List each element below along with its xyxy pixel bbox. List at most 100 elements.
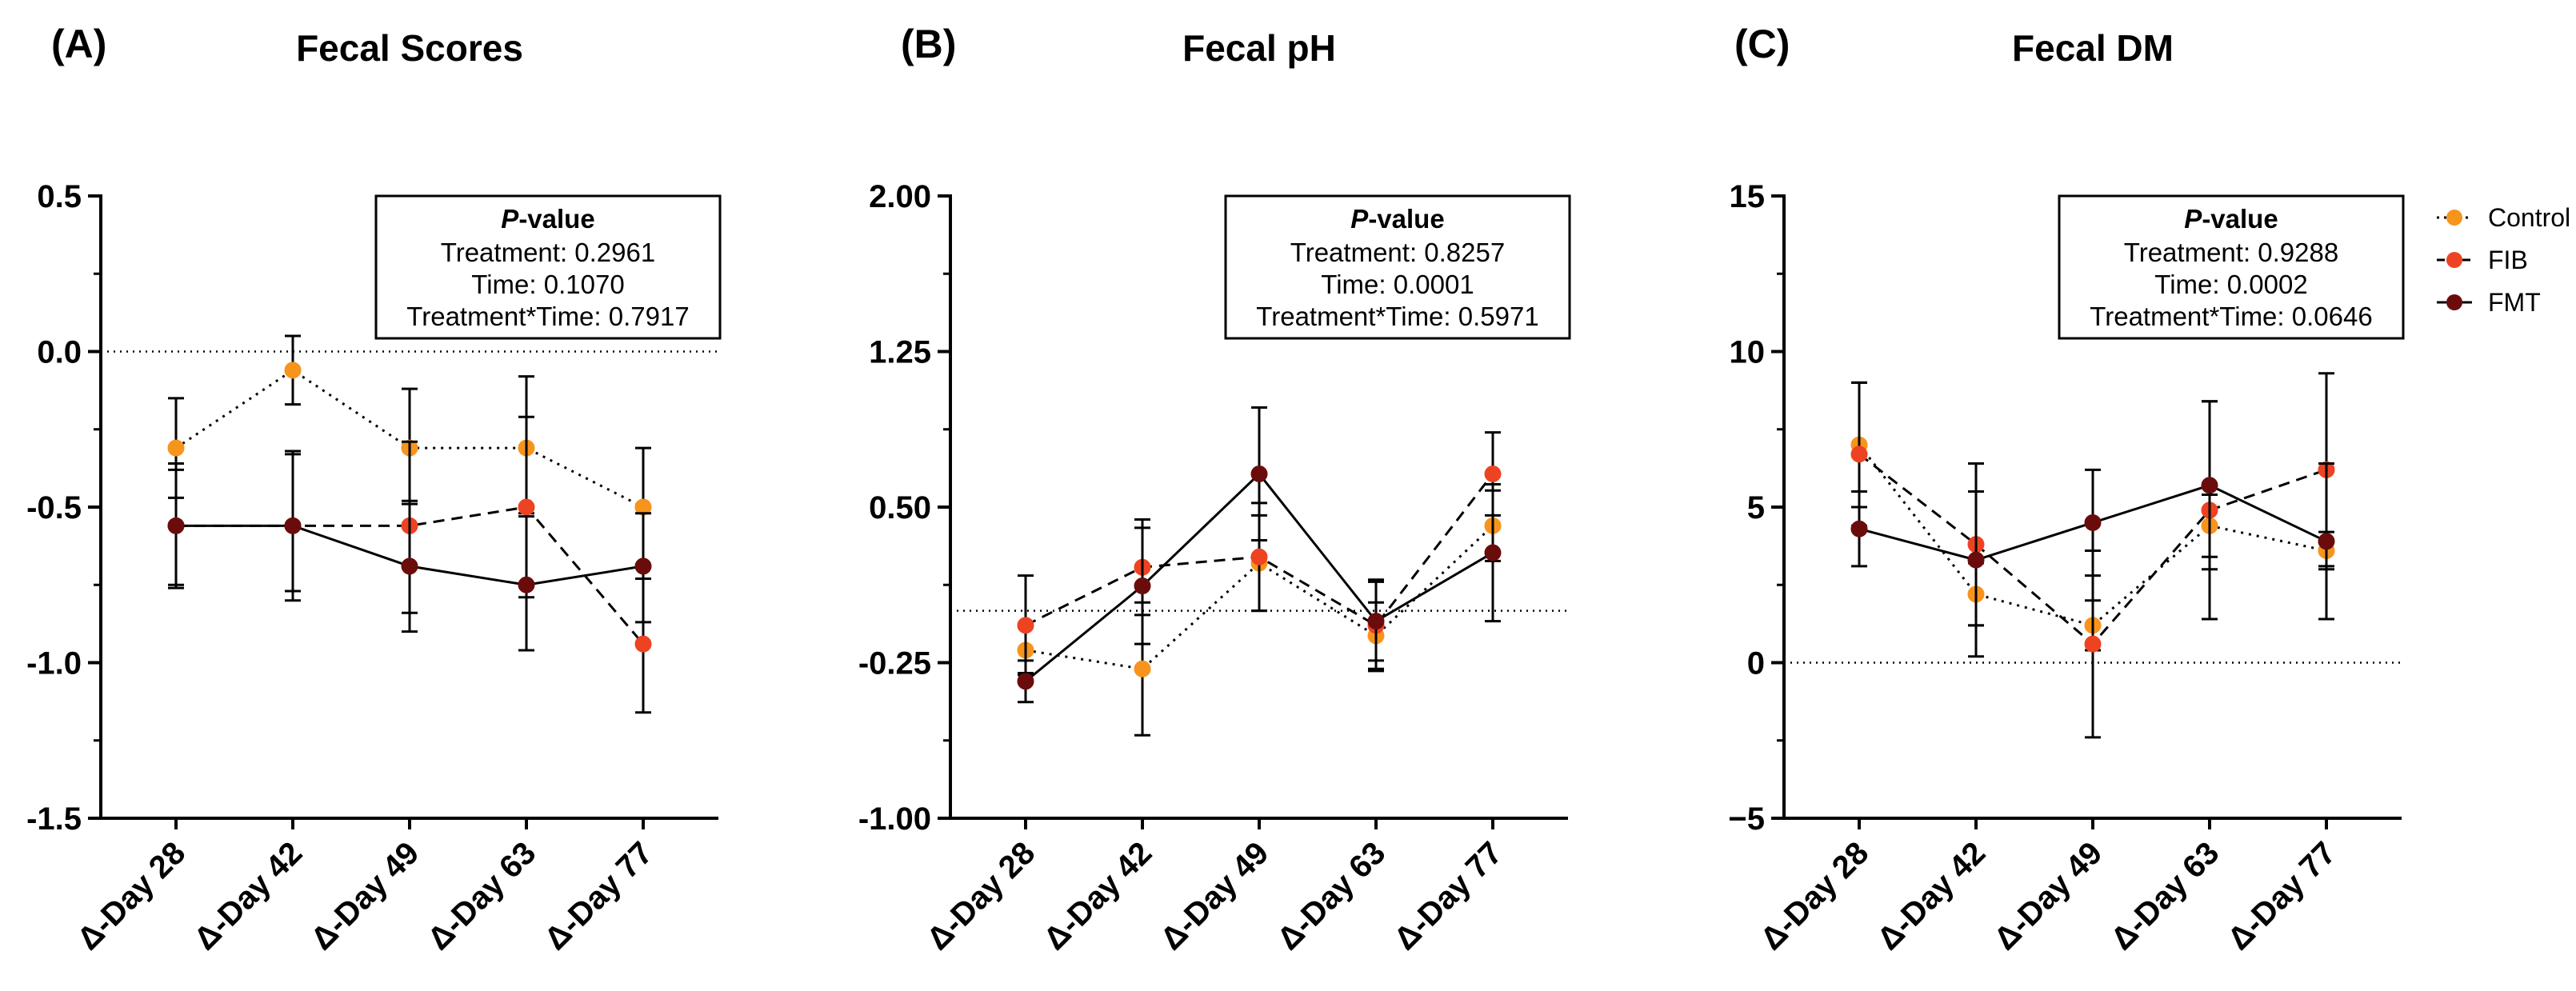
y-tick-label: 2.00 [869,179,931,214]
data-point [1967,551,1985,569]
pvalue-heading: P-value [2184,204,2278,234]
x-tick-label: Δ-Day 49 [304,835,426,957]
legend: Control FIB FMT [2437,203,2570,317]
y-tick-label: 0.5 [37,179,82,214]
y-tick-label: 15 [1730,179,1766,214]
panel-title: Fecal pH [1182,27,1336,69]
data-point [1850,446,1868,463]
data-point [1484,544,1502,561]
legend-label: Control [2488,203,2570,232]
x-tick-label: Δ-Day 28 [70,835,192,957]
x-tick-label: Δ-Day 42 [187,835,309,957]
data-point [1850,520,1868,537]
y-tick-label: −5 [1728,801,1765,837]
pvalue-box: P-value Treatment: 0.2961 Time: 0.1070 Trea… [374,194,722,340]
legend-marker [2446,294,2462,310]
pvalue-line: Time: 0.0002 [2154,270,2307,299]
legend-item-fib: FIB [2437,246,2528,274]
data-point [1134,660,1151,677]
x-tick-label: Δ-Day 77 [1387,835,1509,957]
data-point [518,576,535,593]
data-point [518,498,535,516]
data-point [2318,533,2335,550]
y-tick-label: 0.0 [37,335,82,370]
data-point [401,557,418,575]
pvalue-box-border [1224,194,1571,340]
pvalue-line: Treatment: 0.9288 [2124,238,2338,267]
series-fmt [1017,406,1502,704]
y-tick-label: 0.50 [869,490,931,525]
data-point [1484,466,1502,483]
x-tick-label: Δ-Day 42 [1870,835,1992,957]
pvalue-heading-rest: -value [2202,204,2278,234]
pvalue-heading: P-value [1350,204,1444,234]
y-tick-label: -1.5 [26,801,82,837]
pvalue-box: P-value Treatment: 0.8257 Time: 0.0001 Trea… [1224,194,1571,340]
y-tick-label: 5 [1747,490,1765,525]
panel-letter: (A) [51,22,106,66]
y-tick-label: 1.25 [869,335,931,370]
data-point [634,557,652,575]
legend-item-control: Control [2437,203,2570,232]
y-tick-label: -1.00 [858,801,931,837]
pvalue-line: Time: 0.0001 [1321,270,1474,299]
data-point [1250,466,1268,483]
pvalue-heading-italic: P [501,204,519,234]
y-tick-label: 10 [1730,335,1766,370]
pvalue-box-border [2058,194,2405,340]
x-tick-label: Δ-Day 77 [538,835,659,957]
pvalue-line: Treatment: 0.8257 [1290,238,1505,267]
legend-label: FMT [2488,288,2541,317]
data-point [2201,477,2218,494]
y-tick-label: -1.0 [26,646,82,681]
legend-label: FIB [2488,246,2528,274]
panel-title: Fecal Scores [296,27,523,69]
data-point [1134,577,1151,595]
pvalue-heading-rest: -value [518,204,594,234]
data-point [1017,617,1034,634]
data-point [1367,613,1385,630]
legend-marker [2446,252,2462,268]
y-tick-label: 0 [1747,646,1765,681]
data-point [167,517,185,534]
pvalue-line: Treatment*Time: 0.0646 [2090,302,2372,331]
pvalue-line: Treatment*Time: 0.5971 [1256,302,1538,331]
panel-a: (A) Fecal Scores 0.5 0.0 -0.5 -1.0 -1.5Δ-Day 2… [26,22,722,957]
data-point [634,635,652,653]
x-tick-label: Δ-Day 77 [2221,835,2342,957]
series-fmt [1850,400,2335,658]
panel-letter: (C) [1734,22,1790,66]
x-tick-label: Δ-Day 63 [2104,835,2226,957]
legend-marker [2446,210,2462,226]
pvalue-box: P-value Treatment: 0.9288 Time: 0.0002 Trea… [2058,194,2405,340]
panel-b: (B) Fecal pH 2.00 1.25 0.50 -0.25 -1.00Δ-Day 2… [858,22,1571,957]
legend-item-fmt: FMT [2437,288,2541,317]
y-tick-label: -0.5 [26,490,82,525]
x-tick-label: Δ-Day 28 [1754,835,1875,957]
x-tick-label: Δ-Day 63 [421,835,542,957]
panel-letter: (B) [901,22,956,66]
pvalue-heading-italic: P [1350,204,1369,234]
y-tick-label: -0.25 [858,646,931,681]
data-point [1250,548,1268,565]
x-tick-label: Δ-Day 49 [1987,835,2109,957]
pvalue-line: Time: 0.1070 [471,270,624,299]
x-tick-label: Δ-Day 42 [1037,835,1158,957]
data-point [284,362,302,379]
data-point [2084,513,2102,531]
x-tick-label: Δ-Day 63 [1270,835,1392,957]
series-fmt [167,450,652,652]
panel-title: Fecal DM [2012,27,2174,69]
pvalue-line: Treatment*Time: 0.7917 [406,302,689,331]
data-point [284,517,302,534]
data-point [2084,635,2102,653]
data-point [167,439,185,457]
pvalue-line: Treatment: 0.2961 [441,238,655,267]
pvalue-heading-italic: P [2184,204,2202,234]
pvalue-heading-rest: -value [1368,204,1444,234]
x-tick-label: Δ-Day 49 [1154,835,1275,957]
pvalue-box-border [374,194,722,340]
